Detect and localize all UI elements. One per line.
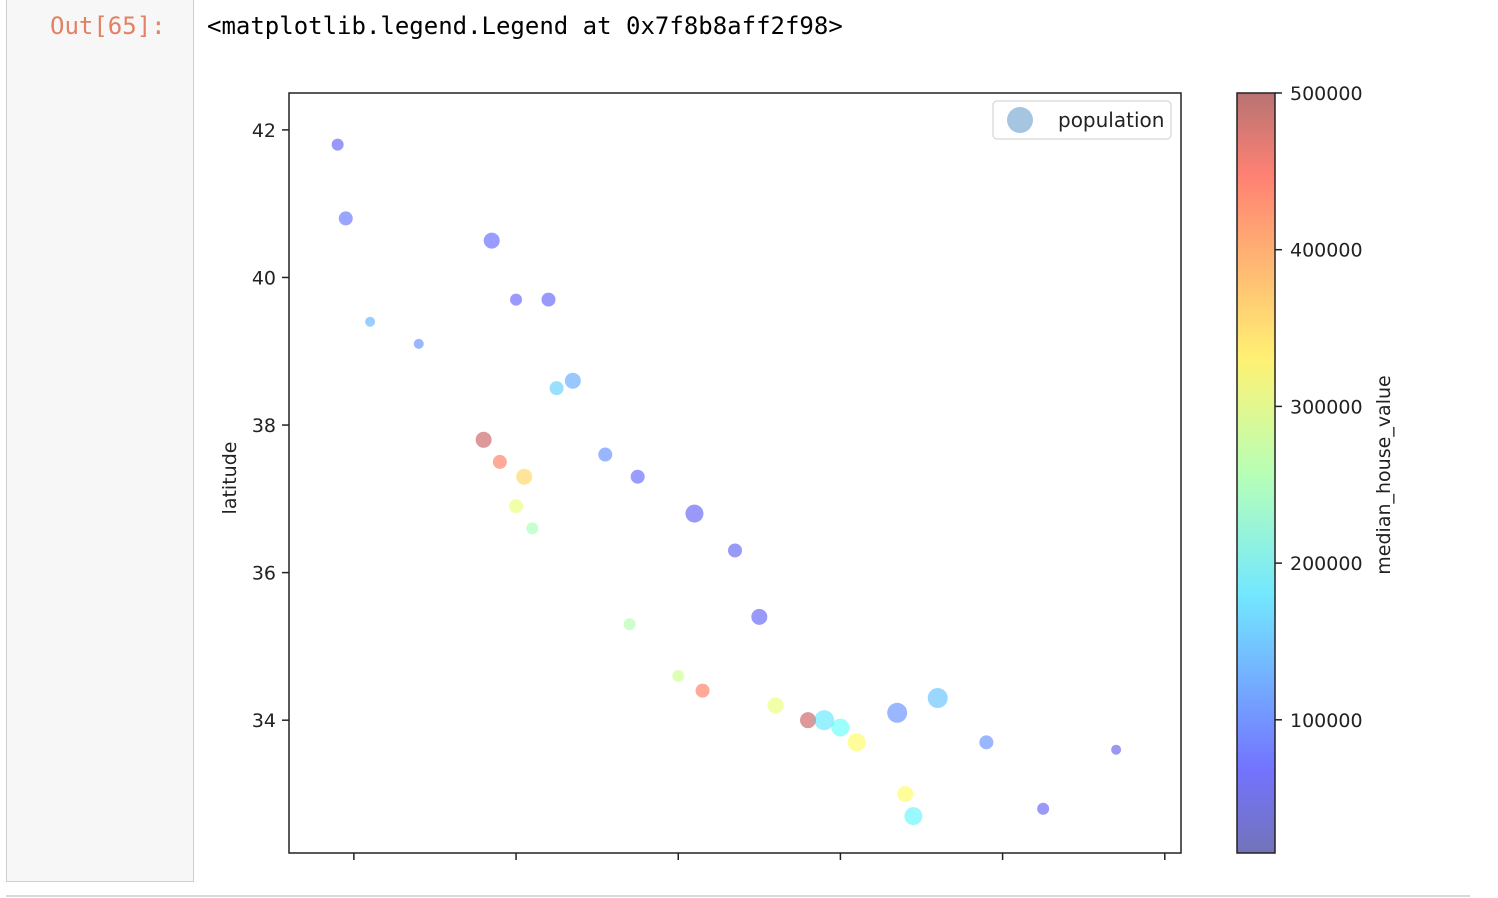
y-tick-label: 42 — [252, 120, 276, 142]
scatter-point — [510, 293, 523, 306]
y-tick-label: 34 — [252, 710, 276, 732]
scatter-point — [927, 688, 948, 709]
colorbar-tick-label: 300000 — [1290, 396, 1363, 418]
colorbar-tick-label: 400000 — [1290, 240, 1363, 262]
colorbar-tick-label: 200000 — [1290, 553, 1363, 575]
scatter-point — [564, 372, 581, 389]
scatter-point — [847, 733, 866, 752]
scatter-point — [887, 702, 908, 723]
legend: population — [992, 100, 1172, 140]
scatter-point — [598, 447, 613, 462]
output-text: <matplotlib.legend.Legend at 0x7f8b8aff2… — [207, 12, 843, 40]
scatter-point — [413, 338, 424, 349]
scatter-point — [728, 543, 742, 558]
colorbar-tick-label: 100000 — [1290, 710, 1363, 732]
scatter-point — [338, 211, 353, 226]
scatter-point — [516, 468, 533, 485]
scatter-point — [685, 504, 704, 523]
y-tick-label: 38 — [252, 415, 276, 437]
scatter-point — [979, 735, 994, 750]
scatter-point — [623, 618, 636, 631]
scatter-point — [526, 522, 539, 535]
scatter-point — [814, 710, 835, 731]
y-tick-label: 40 — [252, 267, 276, 289]
scatter-point — [509, 499, 524, 514]
data-points — [331, 138, 1122, 826]
colorbar-frame — [1236, 92, 1276, 854]
scatter-point — [331, 138, 344, 151]
scatter-point — [1111, 744, 1122, 755]
colorbar-ticks: 500000 400000 300000 200000 100000 — [1275, 83, 1363, 732]
scatter-point — [630, 469, 645, 484]
x-axis — [353, 853, 1166, 860]
scatter-point — [492, 454, 507, 469]
output-prompt: Out[65]: — [50, 12, 166, 40]
scatter-point — [475, 431, 492, 448]
y-axis-label: latitude — [219, 442, 241, 515]
cell-divider — [6, 895, 1470, 897]
legend-marker — [1007, 107, 1033, 133]
scatter-point — [483, 232, 500, 249]
colorbar-tick-label: 500000 — [1290, 83, 1363, 105]
scatter-point — [549, 381, 564, 396]
colorbar-fill — [1237, 93, 1275, 853]
scatter-point — [831, 718, 850, 737]
legend-box — [992, 100, 1172, 140]
legend-entry-population: population — [1058, 108, 1164, 132]
y-tick-label: 36 — [252, 563, 276, 585]
scatter-point — [541, 292, 556, 307]
scatter-point — [799, 712, 816, 729]
colorbar: 500000 400000 300000 200000 100000 median_ho… — [1236, 83, 1395, 854]
scatter-point — [751, 608, 768, 625]
colorbar-label: median_house_value — [1373, 375, 1395, 574]
plot-frame — [288, 92, 1182, 854]
y-axis: 42 40 38 36 34 — [252, 120, 289, 732]
scatter-point — [767, 697, 784, 714]
output-prompt-column — [6, 0, 194, 882]
scatter-point — [365, 316, 376, 327]
scatter-point — [672, 669, 685, 682]
scatter-point — [897, 785, 914, 802]
scatter-point — [904, 807, 923, 826]
scatter-point — [1037, 802, 1050, 815]
scatter-point — [695, 683, 710, 698]
